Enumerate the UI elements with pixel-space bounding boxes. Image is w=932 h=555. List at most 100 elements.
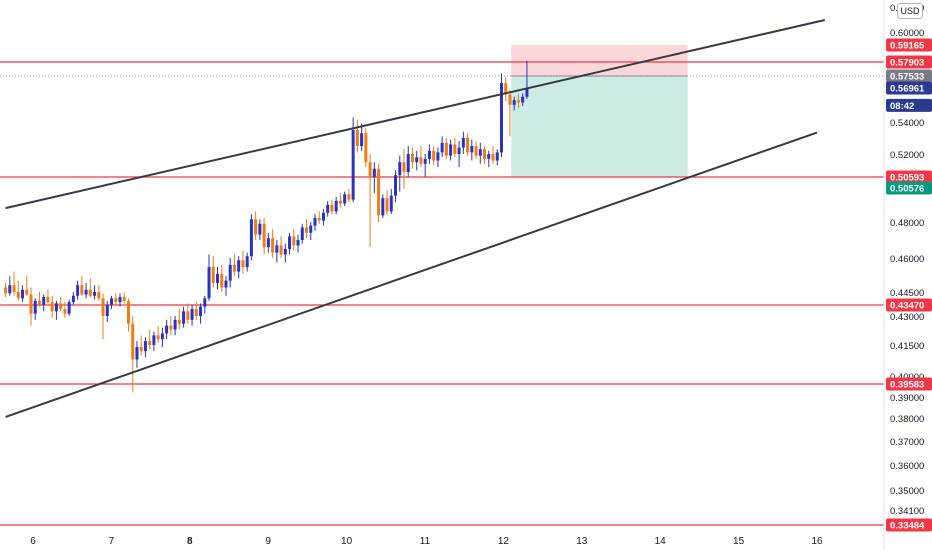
time-tick-label: 8 <box>187 536 193 547</box>
candle-body <box>177 319 181 324</box>
candle-body <box>63 308 67 314</box>
candle-body <box>436 152 440 161</box>
time-tick-label: 10 <box>341 536 353 547</box>
candle-body <box>474 146 478 156</box>
candle-body <box>364 133 368 163</box>
candle-body <box>67 302 71 314</box>
candle-body <box>165 325 169 334</box>
candle-body <box>215 273 219 283</box>
candle-body <box>71 295 75 303</box>
candle-body <box>347 194 351 200</box>
candle-body <box>194 308 198 316</box>
candle-body <box>241 260 245 268</box>
horizontal-levels <box>0 61 884 526</box>
price-tick-label: 0.35000 <box>890 486 924 497</box>
candle-body <box>135 347 139 360</box>
candle-body <box>313 218 317 226</box>
candle-body <box>148 341 152 345</box>
price-label-badge <box>886 181 932 195</box>
candle-body <box>59 303 63 309</box>
candle-body <box>334 200 338 212</box>
candle-body <box>457 147 461 154</box>
candle-body <box>186 311 190 320</box>
candle-body <box>389 195 393 212</box>
candle-body <box>461 138 465 148</box>
candle-body <box>182 311 186 324</box>
candle-body <box>368 162 372 177</box>
candle-body <box>207 267 211 299</box>
candle-body <box>143 341 147 352</box>
price-label-badge <box>886 69 932 83</box>
candle-body <box>97 292 101 299</box>
long-short-position-tool[interactable] <box>511 45 688 177</box>
price-label-text: 08:42 <box>890 101 914 112</box>
candle-body <box>88 289 92 296</box>
candle-body <box>317 218 321 221</box>
candle-body <box>355 130 359 146</box>
candle-body <box>478 149 482 156</box>
candle-body <box>288 236 292 249</box>
candle-body <box>491 154 495 161</box>
candle-body <box>300 227 304 240</box>
candle-body <box>398 162 402 176</box>
candle-body <box>80 285 84 295</box>
price-tick-label: 0.41500 <box>890 341 924 352</box>
trend-channel[interactable] <box>5 19 826 418</box>
candle-body <box>377 168 381 216</box>
price-label-badge <box>886 81 932 95</box>
currency-button[interactable]: USD <box>897 3 923 19</box>
candle-body <box>4 287 8 294</box>
time-tick-label: 14 <box>655 536 667 547</box>
candle-body <box>16 292 20 299</box>
candle-body <box>483 149 487 159</box>
candle-body <box>466 138 470 153</box>
candle-body <box>521 96 525 103</box>
candle-body <box>245 256 249 268</box>
candle-body <box>266 238 270 248</box>
price-tick-label: 0.37000 <box>890 437 924 448</box>
price-label-badge <box>886 298 932 312</box>
candle-body <box>84 289 88 295</box>
price-label-badge <box>886 518 932 532</box>
candle-body <box>76 285 80 296</box>
price-tick-label: 0.60000 <box>890 28 924 39</box>
candle-body <box>419 157 423 164</box>
candle-body <box>33 300 37 314</box>
trendline <box>5 131 818 418</box>
candle-body <box>449 144 453 156</box>
candle-body <box>169 325 173 330</box>
candle-body <box>228 264 232 281</box>
price-tick-label: 0.43000 <box>890 312 924 323</box>
candle-body <box>37 300 41 305</box>
candle-body <box>152 335 156 345</box>
time-tick-label: 12 <box>498 536 510 547</box>
price-tick-label: 0.34100 <box>890 506 924 517</box>
candle-body <box>495 152 499 161</box>
candle-body <box>21 289 25 299</box>
candle-body <box>29 294 33 314</box>
candle-body <box>292 236 296 246</box>
time-tick-label: 7 <box>109 536 115 547</box>
candle-body <box>381 198 385 216</box>
price-tick-label: 0.52000 <box>890 150 924 161</box>
candle-body <box>211 267 215 283</box>
candle-body <box>279 245 283 255</box>
candle-body <box>487 154 491 159</box>
candle-body <box>499 82 503 153</box>
candle-body <box>46 297 50 303</box>
candle-body <box>122 297 126 301</box>
trendline <box>5 19 826 210</box>
time-axis[interactable]: 6 7 8 9 10 11 12 13 14 15 16 <box>30 536 823 547</box>
candle-body <box>440 142 444 153</box>
candle-body <box>508 94 512 105</box>
candle-body <box>326 204 330 213</box>
candle-body <box>54 303 58 312</box>
candle-body <box>199 306 203 316</box>
candle-body <box>453 144 457 154</box>
price-label-badge <box>886 377 932 391</box>
candle-body <box>118 297 122 303</box>
candle-body <box>470 146 474 153</box>
